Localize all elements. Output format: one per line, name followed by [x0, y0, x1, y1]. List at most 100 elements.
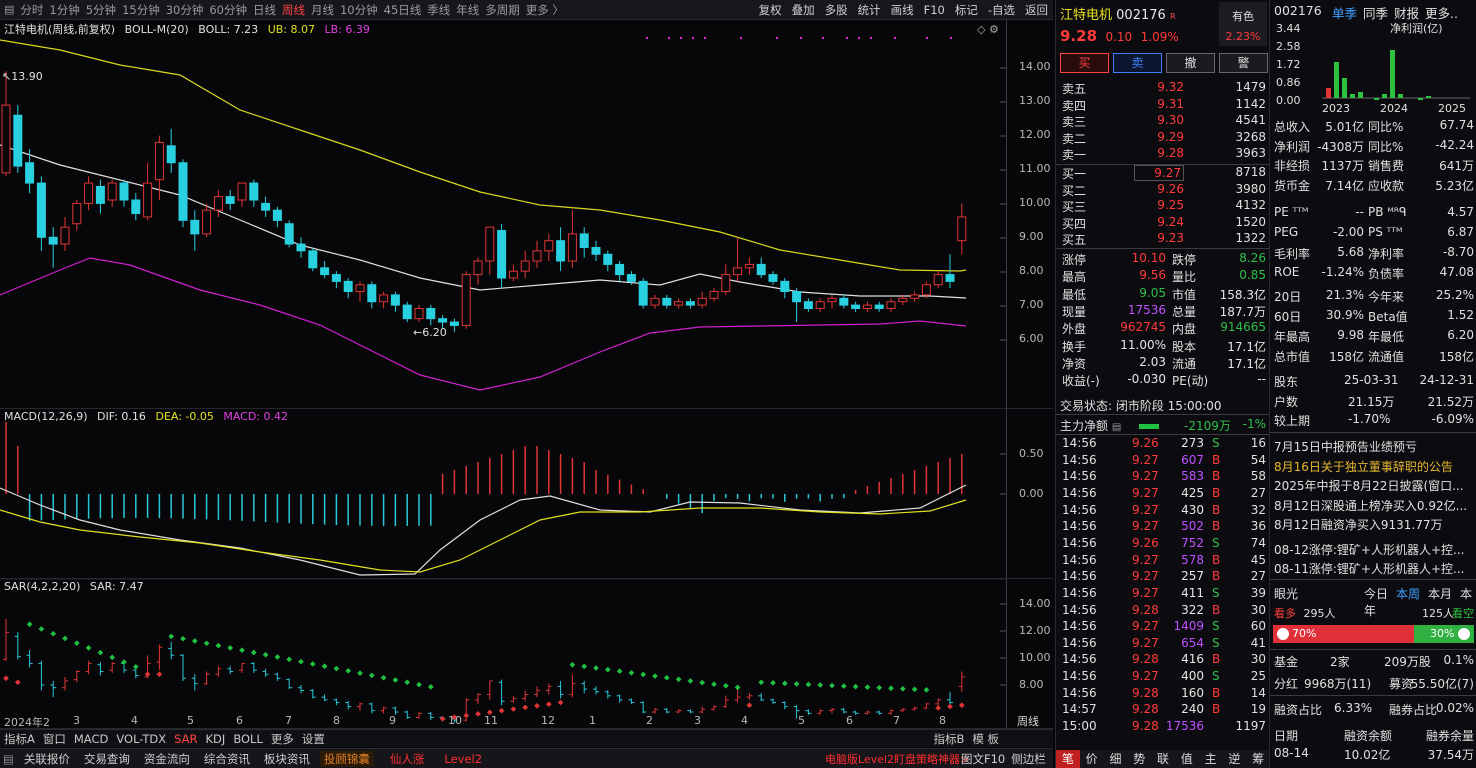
indicator-tab-0[interactable]: 指标A	[4, 731, 35, 746]
sar-chart[interactable]: SAR(4,2,2,20) SAR: 7.47	[0, 579, 1053, 729]
level2-promo-link[interactable]: 电脑版Level2盯盘策略神器>	[825, 752, 970, 766]
ask-row[interactable]: 卖五 9.32 1479	[1062, 80, 1266, 97]
quote-tab-0[interactable]: 笔	[1056, 750, 1080, 768]
period-tab-3[interactable]: 15分钟	[122, 2, 160, 17]
indicator-tab-2[interactable]: MACD	[73, 731, 109, 746]
x-tick-label: 4	[131, 714, 138, 727]
toolbar-action-6[interactable]: 标记	[954, 3, 978, 17]
toolbar-action-7[interactable]: -自选	[987, 3, 1015, 17]
fin-chart-bar	[1418, 98, 1423, 100]
indicator-tab-7[interactable]: 更多	[270, 731, 294, 746]
eye-tab-0[interactable]: 今日	[1364, 587, 1389, 601]
toolbar-action-4[interactable]: 画线	[890, 3, 914, 17]
main-flow-row: 主力净额 ▤ -2109万 -1%	[1060, 417, 1266, 434]
main-kline-chart[interactable]: 江特电机(周线,前复权) BOLL-M(20) BOLL: 7.23 UB: 8…	[0, 20, 1053, 409]
sar-dot	[817, 682, 824, 688]
bottom-red-tab-1[interactable]: Level2	[444, 751, 483, 766]
ask-row[interactable]: 卖四 9.31 1142	[1062, 97, 1266, 114]
eye-tab-3[interactable]: 本年	[1364, 587, 1473, 618]
bid-row[interactable]: 买二 9.26 3980	[1062, 182, 1266, 199]
toolbar-action-1[interactable]: 叠加	[791, 3, 815, 17]
bottom-right-tab-1[interactable]: 侧边栏	[1011, 751, 1046, 766]
bottom-red-tab-0[interactable]: 仙人涨	[389, 751, 425, 766]
toolbar-action-0[interactable]: 复权	[758, 3, 782, 17]
news-item[interactable]: 8月12日融资净买入9131.77万	[1274, 518, 1443, 532]
bid-row[interactable]: 买四 9.24 1520	[1062, 215, 1266, 232]
period-tab-12[interactable]: 年线	[456, 2, 480, 17]
indicator-tab-3[interactable]: VOL-TDX	[116, 731, 167, 746]
period-tab-9[interactable]: 10分钟	[339, 2, 378, 17]
indicator-tab-right-1[interactable]: 模 板	[972, 731, 999, 746]
trade-button-3[interactable]: 警	[1219, 53, 1268, 73]
period-tab-5[interactable]: 60分钟	[209, 2, 247, 17]
quote-tab-5[interactable]: 值	[1180, 752, 1193, 766]
indicator-tab-8[interactable]: 设置	[301, 731, 325, 746]
period-tab-1[interactable]: 1分钟	[49, 2, 80, 17]
period-tab-13[interactable]: 多周期	[485, 2, 520, 17]
finance-tab-2[interactable]: 财报	[1394, 6, 1420, 21]
quote-tab-1[interactable]: 价	[1085, 752, 1098, 766]
bottom-tab-0[interactable]: 关联报价	[23, 751, 70, 766]
trade-button-2[interactable]: 撤	[1166, 53, 1215, 73]
indicator-tab-4[interactable]: SAR	[174, 731, 198, 746]
main-flow-info-icon[interactable]: ▤	[1111, 422, 1122, 433]
ask-row[interactable]: 卖二 9.29 3268	[1062, 130, 1266, 147]
news-item[interactable]: 2025年中报于8月22日披露(窗口...	[1274, 479, 1464, 493]
period-tab-4[interactable]: 30分钟	[165, 2, 204, 17]
tab-advisor[interactable]: 投顾锦囊	[319, 750, 374, 767]
bid-row[interactable]: 买三 9.25 4132	[1062, 198, 1266, 215]
finance-tab-0[interactable]: 单季	[1332, 6, 1358, 21]
toolbar-action-8[interactable]: 返回	[1025, 3, 1048, 17]
toolbar-action-5[interactable]: F10	[923, 3, 945, 17]
chart-settings-icon[interactable]: ◇ ⚙	[977, 23, 999, 36]
quote-tab-8[interactable]: 筹	[1252, 752, 1265, 766]
vote-bar[interactable]: 70% 30%	[1273, 625, 1474, 643]
indicator-tab-5[interactable]: KDJ	[205, 731, 226, 746]
menu-icon[interactable]: ▤	[4, 3, 15, 16]
trade-button-1[interactable]: 卖	[1113, 53, 1162, 73]
news-item[interactable]: 7月15日中报预告业绩预亏	[1274, 440, 1417, 454]
toolbar-action-3[interactable]: 统计	[857, 3, 881, 17]
toolbar-action-2[interactable]: 多股	[824, 3, 848, 17]
news-item[interactable]: 8月12日深股通上榜净买入0.92亿...	[1274, 498, 1468, 513]
eye-tab-1[interactable]: 本周	[1396, 587, 1421, 601]
bid-row[interactable]: 买一 9.27 8718	[1062, 165, 1266, 182]
quote-tab-4[interactable]: 联	[1157, 752, 1170, 766]
bottom-tab-1[interactable]: 交易查询	[83, 751, 130, 766]
bottom-menu-icon[interactable]: ▤	[3, 751, 14, 766]
period-tab-14[interactable]: 更多 〉	[525, 2, 564, 17]
quote-tab-3[interactable]: 势	[1133, 752, 1146, 766]
bottom-tab-3[interactable]: 综合资讯	[203, 751, 250, 766]
finance-tab-1[interactable]: 同季	[1363, 6, 1389, 21]
period-tab-7[interactable]: 周线	[281, 2, 305, 17]
ask-row[interactable]: 卖三 9.30 4541	[1062, 113, 1266, 130]
trade-button-0[interactable]: 买	[1060, 53, 1109, 73]
concept-item[interactable]: 08-12涨停:锂矿+人形机器人+控...	[1274, 543, 1465, 557]
bid-row[interactable]: 买五 9.23 1322	[1062, 231, 1266, 248]
eye-tab-2[interactable]: 本月	[1428, 587, 1453, 601]
quote-tab-7[interactable]: 逆	[1228, 752, 1241, 766]
finance-tab-3[interactable]: 更多..	[1425, 6, 1458, 21]
concept-item[interactable]: 08-11涨停:锂矿+人形机器人+控...	[1274, 561, 1465, 576]
y-tick-label: 12.00	[1019, 624, 1051, 637]
indicator-tab-1[interactable]: 窗口	[42, 731, 66, 746]
period-tab-0[interactable]: 分时	[20, 2, 44, 17]
bottom-tab-4[interactable]: 板块资讯	[263, 751, 310, 766]
indicator-tab-6[interactable]: BOLL	[233, 731, 263, 746]
period-tab-10[interactable]: 45日线	[383, 2, 422, 17]
period-tab-2[interactable]: 5分钟	[85, 2, 117, 17]
stat-value: --	[1257, 372, 1266, 387]
quote-tab-2[interactable]: 细	[1109, 752, 1122, 766]
news-item[interactable]: 8月16日关于独立董事辞职的公告	[1274, 459, 1453, 474]
period-tab-6[interactable]: 日线	[252, 2, 276, 17]
period-tab-11[interactable]: 季线	[427, 2, 451, 17]
info-value: -4308万	[1317, 139, 1364, 154]
bottom-right-tab-0[interactable]: 图文F10	[961, 751, 1006, 766]
bottom-tab-2[interactable]: 资金流向	[143, 751, 190, 766]
holder-header-row: 股东 25-03-31 24-12-31	[1274, 373, 1474, 391]
ask-row[interactable]: 卖一 9.28 3963	[1062, 146, 1266, 163]
quote-tab-6[interactable]: 主	[1204, 752, 1217, 766]
period-tab-8[interactable]: 月线	[310, 2, 334, 17]
sector-badge[interactable]: 有色 2.23%	[1219, 2, 1267, 46]
indicator-tab-right-0[interactable]: 指标B	[933, 731, 965, 746]
